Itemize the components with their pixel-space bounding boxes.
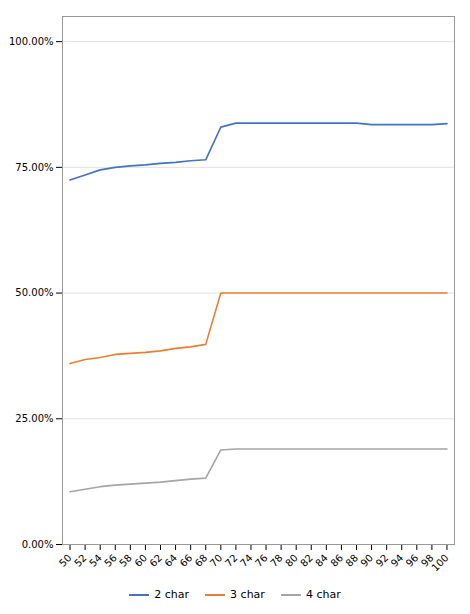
svg-text:96: 96 xyxy=(404,552,421,569)
svg-text:76: 76 xyxy=(253,552,270,569)
svg-text:72: 72 xyxy=(223,552,240,569)
svg-text:88: 88 xyxy=(343,552,360,569)
html-text:4 char: 4 char xyxy=(305,588,341,601)
svg-text:54: 54 xyxy=(87,552,104,569)
svg-text:74: 74 xyxy=(238,552,255,569)
svg-text:82: 82 xyxy=(298,552,315,569)
svg-text:64: 64 xyxy=(162,552,179,569)
svg-text:62: 62 xyxy=(147,552,164,569)
svg-text:60: 60 xyxy=(132,552,149,569)
svg-text:66: 66 xyxy=(178,552,195,569)
svg-text:78: 78 xyxy=(268,552,285,569)
svg-text:100.00%: 100.00% xyxy=(9,36,54,47)
svg-text:92: 92 xyxy=(374,552,391,569)
svg-text:90: 90 xyxy=(358,552,375,569)
svg-text:70: 70 xyxy=(208,552,225,569)
svg-text:84: 84 xyxy=(313,552,330,569)
svg-text:86: 86 xyxy=(328,552,345,569)
svg-text:58: 58 xyxy=(117,552,134,569)
svg-text:25.00%: 25.00% xyxy=(15,413,53,424)
html-text:2 char: 2 char xyxy=(154,588,190,601)
html-text:3 char: 3 char xyxy=(230,588,265,601)
svg-text:80: 80 xyxy=(283,552,300,569)
svg-text:98: 98 xyxy=(418,552,436,569)
svg-text:52: 52 xyxy=(72,552,89,569)
svg-text:50: 50 xyxy=(57,552,74,569)
svg-text:50.00%: 50.00% xyxy=(15,287,53,298)
svg-text:94: 94 xyxy=(389,552,406,569)
svg-text:68: 68 xyxy=(193,552,210,569)
svg-text:56: 56 xyxy=(102,552,119,569)
svg-text:75.00%: 75.00% xyxy=(15,162,53,173)
svg-text:100: 100 xyxy=(429,552,450,573)
svg-text:0.00%: 0.00% xyxy=(22,539,54,550)
